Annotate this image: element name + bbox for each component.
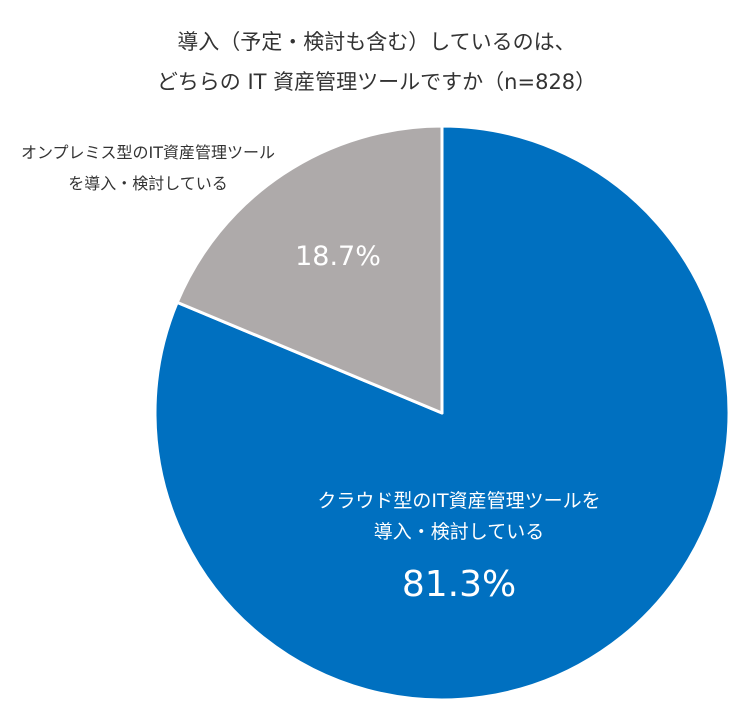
pie-value-cloud: 81.3% xyxy=(402,564,516,605)
pie-label-cloud-line-1: クラウド型のIT資産管理ツールを xyxy=(317,490,600,512)
pie-label-onpremise-line-2: を導入・検討している xyxy=(68,174,228,193)
pie-label-cloud-line-2: 導入・検討している xyxy=(374,521,544,543)
chart-title-line-1: 導入（予定・検討も含む）しているのは、 xyxy=(177,30,576,54)
chart-title: 導入（予定・検討も含む）しているのは、 どちらの IT 資産管理ツールですか（n… xyxy=(0,22,753,102)
pie-label-onpremise-line-1: オンプレミス型のIT資産管理ツール xyxy=(21,143,275,162)
pie-value-onpremise: 18.7% xyxy=(295,241,381,272)
pie-slices xyxy=(153,124,731,702)
chart-title-line-2: どちらの IT 資産管理ツールですか（n=828） xyxy=(156,70,597,94)
pie-slice-onpremise xyxy=(175,124,444,415)
